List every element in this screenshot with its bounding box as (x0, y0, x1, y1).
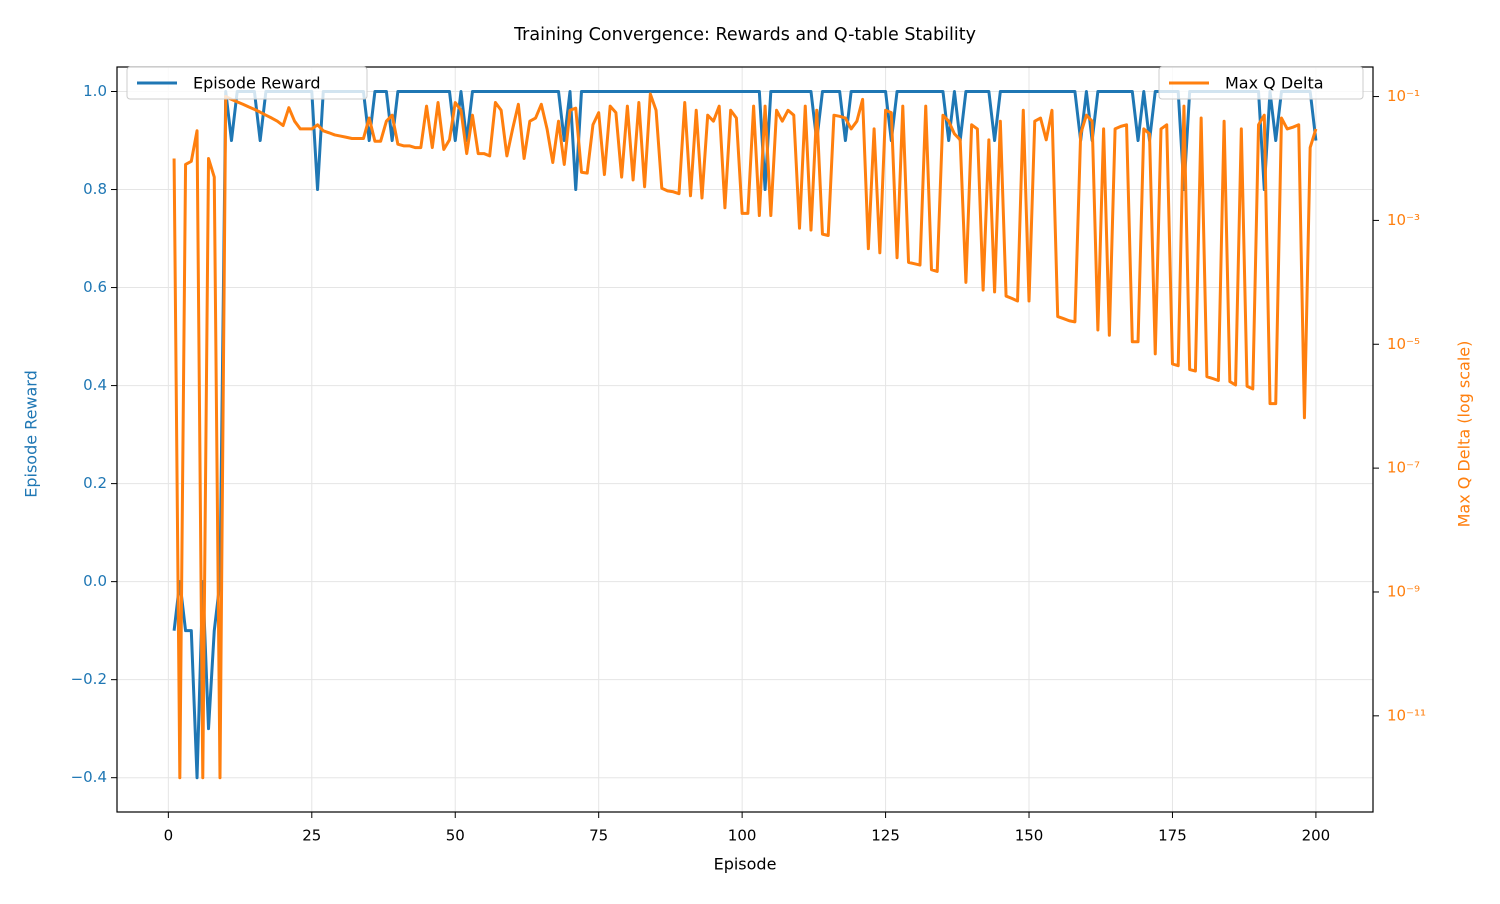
y-tick-label: 0.2 (83, 474, 107, 492)
legend-box (126, 66, 368, 100)
plot-frame (116, 66, 1374, 813)
y-tick-label: 1.0 (83, 82, 107, 100)
chart-title: Training Convergence: Rewards and Q-tabl… (513, 25, 976, 45)
x-axis-label: Episode (714, 855, 777, 874)
y-tick-label: 0.0 (83, 572, 107, 590)
y-axis-label: Episode Reward (22, 370, 41, 498)
legend-label: Episode Reward (193, 74, 321, 93)
series-line (172, 90, 1318, 780)
y2-tick-label: 10⁻⁹ (1387, 582, 1420, 600)
x-tick-label: 100 (728, 827, 757, 845)
y2-tick-label: 10⁻⁷ (1387, 459, 1420, 477)
x-tick-label: 0 (164, 827, 174, 845)
legend-box (1158, 66, 1364, 100)
y-tick-label: 0.6 (83, 278, 107, 296)
x-tick-label: 25 (302, 827, 321, 845)
x-tick-label: 50 (446, 827, 465, 845)
y2-axis-label: Max Q Delta (log scale) (1455, 341, 1474, 528)
x-tick-label: 125 (871, 827, 900, 845)
y2-tick-label: 10⁻⁵ (1387, 335, 1420, 353)
series-line (172, 92, 1318, 780)
legend-label: Max Q Delta (1225, 74, 1324, 93)
y-tick-label: −0.4 (71, 768, 107, 786)
x-tick-label: 200 (1302, 827, 1331, 845)
y-tick-label: 0.8 (83, 180, 107, 198)
x-tick-label: 75 (589, 827, 608, 845)
y2-tick-label: 10⁻³ (1387, 211, 1420, 229)
y2-tick-label: 10⁻¹¹ (1387, 706, 1426, 724)
x-tick-label: 150 (1015, 827, 1044, 845)
y2-tick-label: 10⁻¹ (1387, 87, 1420, 105)
y-tick-label: 0.4 (83, 376, 107, 394)
x-tick-label: 175 (1158, 827, 1187, 845)
y-tick-label: −0.2 (71, 670, 107, 688)
